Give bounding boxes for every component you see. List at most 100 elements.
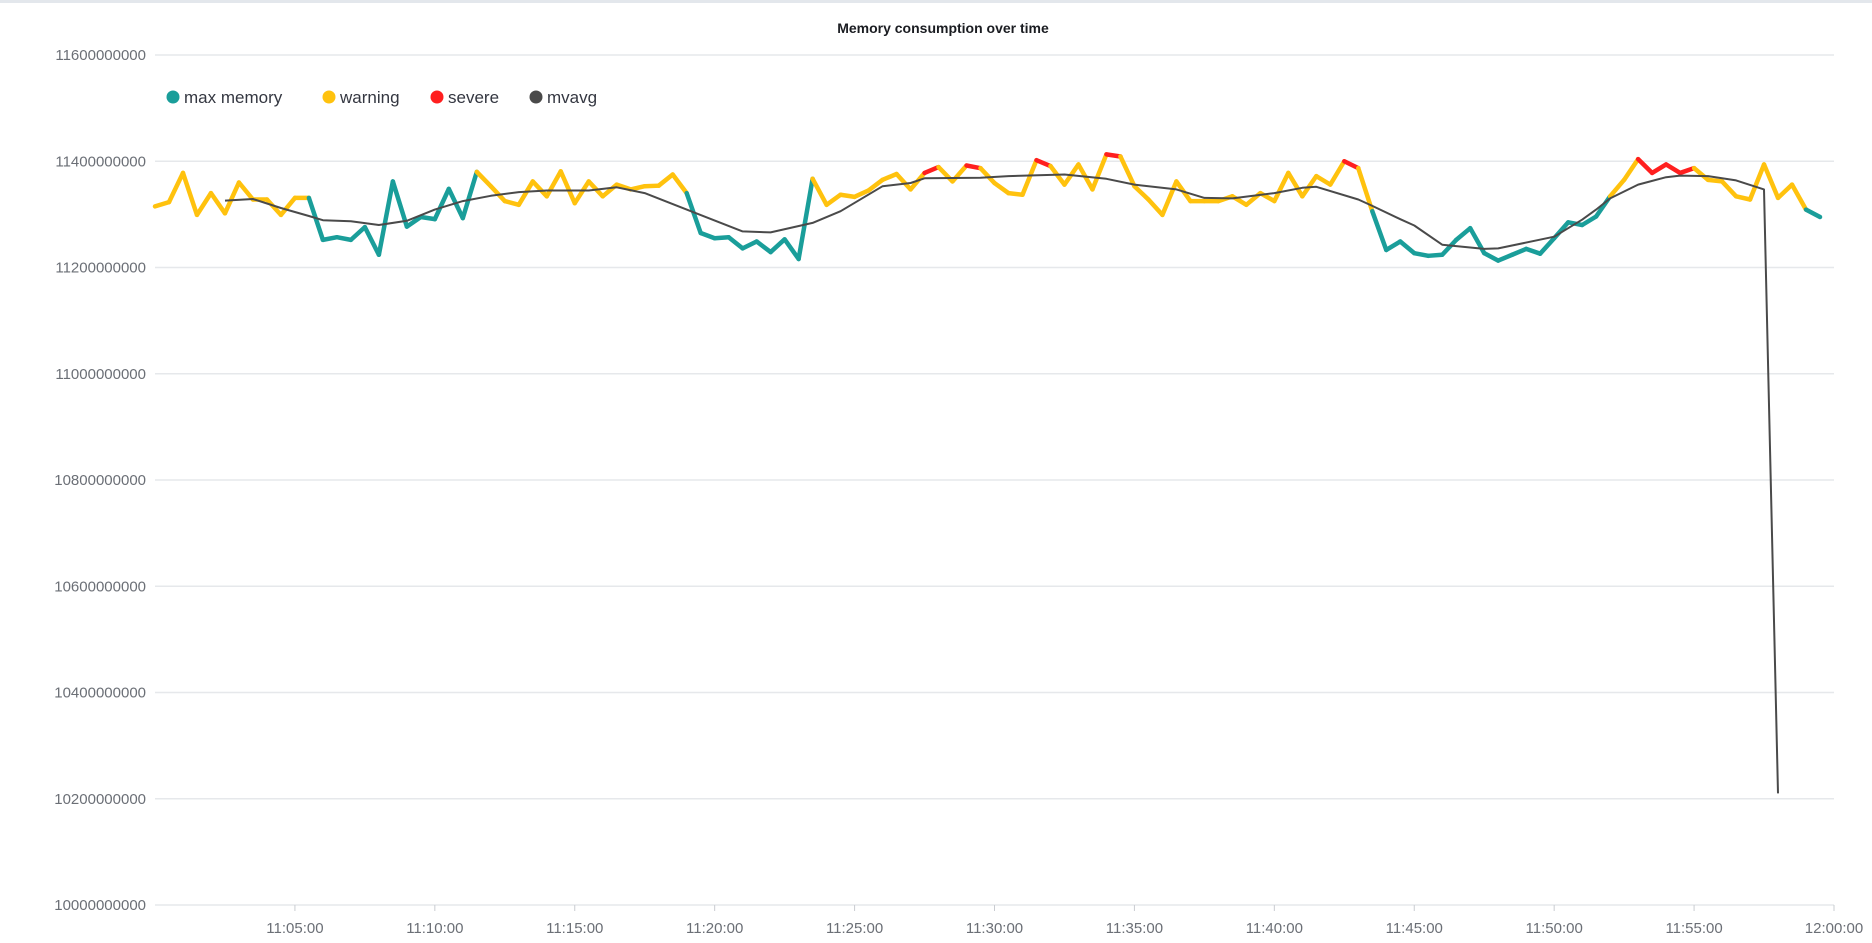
x-axis-ticks: 11:05:00 11:10:00 11:15:00 11:20:00 11:25:00… (266, 905, 1863, 937)
max-memory-segment (404, 214, 424, 229)
max-memory-segment (754, 239, 773, 255)
warning-segment (656, 172, 675, 188)
y-tick-label: 10000000000 (54, 897, 146, 914)
x-tick-label: 11:55:00 (1665, 920, 1722, 937)
max-memory-segment (348, 224, 368, 243)
warning-segment (1090, 152, 1109, 192)
warning-segment (194, 190, 214, 218)
legend-item-warning[interactable]: warning (322, 88, 400, 107)
y-axis-ticks: 10000000000 10200000000 10400000000 1060000… (54, 47, 146, 914)
warning-segment (516, 179, 536, 208)
warning-segment (1118, 154, 1137, 189)
chart-title: Memory consumption over time (837, 20, 1049, 36)
warning-segment (1607, 177, 1627, 199)
legend-swatch-mvavg (529, 90, 543, 104)
warning-segment (852, 188, 871, 200)
warning-segment (950, 163, 969, 184)
max-memory-segment (782, 237, 801, 262)
legend-swatch-max-memory (166, 90, 180, 104)
warning-segment (1705, 177, 1725, 184)
max-memory-segment (1439, 237, 1459, 257)
legend-label-max-memory: max memory (184, 88, 283, 107)
severe-segment (922, 164, 941, 176)
y-tick-label: 11400000000 (55, 153, 146, 170)
warning-segment (1328, 159, 1347, 187)
warning-segment (208, 190, 228, 216)
warning-segment (1006, 190, 1025, 197)
warning-segment (1020, 157, 1039, 197)
max-memory-segment (1398, 239, 1417, 256)
max-memory-segment (1425, 252, 1445, 259)
warning-segment (936, 164, 955, 184)
max-memory-segment (1495, 252, 1515, 263)
warning-segment (992, 180, 1011, 196)
severe-segment (1649, 162, 1669, 176)
max-memory-segment (712, 234, 731, 241)
max-memory-segment (1803, 207, 1823, 220)
max-memory-series (152, 152, 1823, 263)
warning-segment (642, 183, 661, 189)
gridlines (155, 54, 1834, 906)
mvavg-series (224, 173, 1779, 794)
legend-swatch-warning (322, 90, 336, 104)
severe-segment (1635, 156, 1655, 176)
y-tick-label: 10200000000 (54, 791, 146, 808)
warning-segment (880, 171, 899, 183)
x-tick-label: 11:35:00 (1106, 920, 1163, 937)
max-memory-segment (460, 169, 480, 221)
warning-segment (1146, 197, 1165, 218)
x-tick-label: 12:00:00 (1805, 920, 1863, 937)
max-memory-segment (1523, 246, 1543, 256)
max-memory-segment (320, 234, 340, 243)
legend: max memory warning severe mvavg (166, 88, 598, 107)
max-memory-segment (1412, 250, 1431, 259)
warning-segment (222, 180, 242, 216)
warning-segment (810, 176, 829, 208)
warning-segment (1160, 179, 1179, 218)
x-tick-label: 11:10:00 (406, 920, 463, 937)
warning-segment (530, 179, 550, 199)
warning-segment (488, 183, 508, 204)
y-tick-label: 11600000000 (55, 47, 146, 64)
max-memory-segment (1370, 208, 1389, 253)
warning-segment (600, 182, 619, 199)
y-tick-label: 11200000000 (55, 260, 146, 277)
y-tick-label: 10800000000 (54, 472, 146, 489)
warning-segment (894, 171, 913, 192)
warning-segment (474, 169, 494, 189)
warning-segment (1719, 179, 1739, 199)
warning-segment (1286, 170, 1305, 199)
warning-segment (166, 170, 186, 205)
x-tick-label: 11:25:00 (826, 920, 883, 937)
warning-segment (614, 182, 633, 192)
x-tick-label: 11:30:00 (966, 920, 1023, 937)
legend-item-max-memory[interactable]: max memory (166, 88, 283, 107)
legend-item-mvavg[interactable]: mvavg (529, 88, 598, 107)
max-memory-segment (698, 230, 717, 241)
warning-segment (670, 172, 689, 196)
warning-segment (628, 183, 647, 192)
warning-segment (180, 170, 200, 218)
warning-segment (1272, 170, 1291, 204)
warning-segment (978, 165, 997, 186)
max-memory-segment (362, 224, 382, 257)
warning-segment (1132, 183, 1151, 202)
severe-segment (1342, 159, 1361, 171)
warning-segment (558, 169, 577, 206)
warning-segment (1300, 173, 1319, 199)
legend-label-severe: severe (448, 88, 499, 107)
warning-segment (236, 180, 256, 202)
warning-segment (1314, 173, 1333, 187)
warning-segment (264, 197, 284, 218)
legend-item-severe[interactable]: severe (430, 88, 500, 107)
x-tick-label: 11:20:00 (686, 920, 743, 937)
warning-segment (1775, 182, 1795, 201)
severe-segment (1104, 152, 1123, 159)
max-memory-segment (1481, 250, 1501, 263)
warning-segment (1747, 162, 1767, 202)
warning-segment (1691, 165, 1711, 183)
warning-segment (824, 192, 843, 208)
max-memory-segment (432, 186, 452, 222)
legend-label-warning: warning (339, 88, 400, 107)
